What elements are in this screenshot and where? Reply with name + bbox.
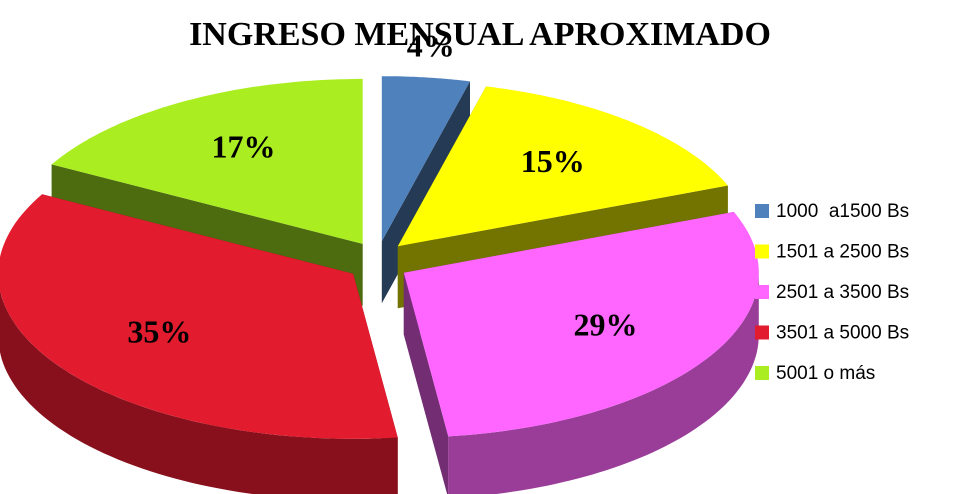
slice-side — [448, 272, 759, 494]
data-label: 17% — [211, 129, 275, 165]
slice-side — [0, 290, 398, 494]
legend-swatch — [755, 244, 769, 259]
data-label: 35% — [127, 313, 191, 349]
legend-label: 5001 o más — [776, 363, 875, 384]
legend-label: 3501 a 5000 Bs — [776, 323, 909, 344]
slice — [403, 211, 759, 494]
slice-top — [51, 78, 363, 244]
slice-top — [381, 76, 470, 242]
data-label: 29% — [573, 306, 637, 342]
legend-swatch — [755, 204, 769, 218]
slice-wall — [403, 272, 449, 494]
slice — [0, 194, 398, 494]
legend-label: 1501 a 2500 Bs — [776, 242, 909, 263]
data-label: 4% — [407, 27, 455, 63]
slice-top — [397, 86, 728, 247]
slice-top — [0, 194, 398, 439]
legend-swatch — [755, 366, 769, 380]
data-label: 15% — [521, 143, 585, 179]
legend-swatch — [755, 285, 769, 299]
legend-label: 2501 a 3500 Bs — [776, 282, 909, 303]
legend-swatch — [755, 325, 769, 340]
legend-label: 1000 a1500 Bs — [776, 201, 909, 222]
slice-top — [403, 211, 759, 437]
chart-title: INGRESO MENSUAL APROXIMADO — [189, 16, 771, 53]
